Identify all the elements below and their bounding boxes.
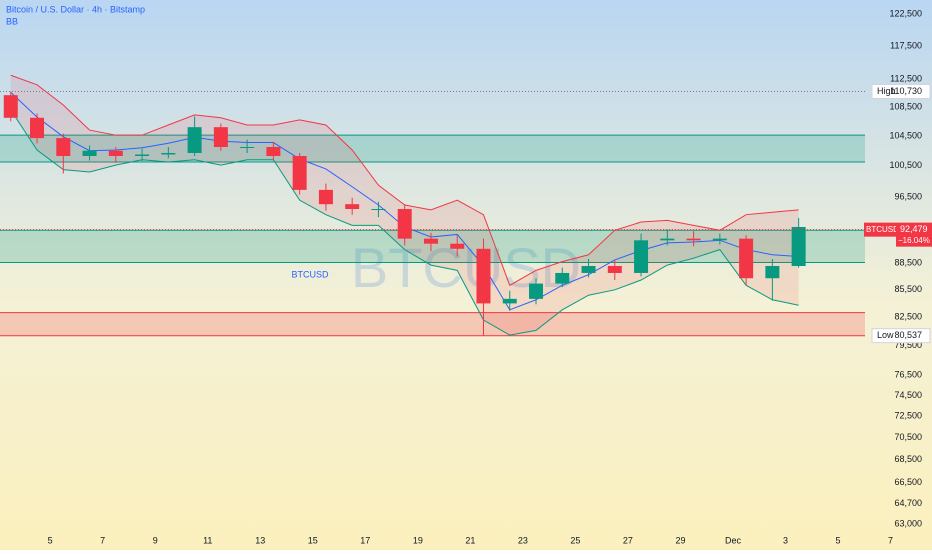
candle-body (108, 150, 123, 156)
y-tick-label: 64,700 (894, 498, 922, 508)
candle-body (161, 152, 176, 155)
zone (0, 312, 865, 336)
candle-body (30, 117, 45, 139)
candle-body (266, 147, 281, 156)
chart-title: Bitcoin / U.S. Dollar · 4h · Bitstamp (6, 4, 145, 14)
last-tag-label: BTCUSD (866, 225, 899, 234)
y-tick-label: 70,500 (894, 432, 922, 442)
chart-label: BTCUSD (291, 269, 329, 279)
x-tick-label: 25 (570, 535, 580, 545)
y-tick-label: 76,500 (894, 370, 922, 380)
x-tick-label: 15 (308, 535, 318, 545)
y-tick-label: 104,500 (889, 130, 922, 140)
candle-body (213, 127, 228, 148)
candle-body (660, 238, 675, 241)
zone (0, 135, 865, 163)
plot: 122,500 117,500 112,500 108,500 104,500 100,5… (0, 8, 932, 545)
x-tick-label: 17 (360, 535, 370, 545)
level-tag-label: Low (877, 330, 894, 340)
candle-body (135, 154, 150, 156)
candle-body (240, 147, 255, 149)
last-price: 92,479 (900, 224, 928, 234)
candle-body (634, 240, 649, 273)
x-tick-label: 29 (675, 535, 685, 545)
candle-body (318, 189, 333, 205)
x-tick-label: 13 (255, 535, 265, 545)
last-change: −16.04% (898, 236, 930, 245)
x-tick-label: 9 (153, 535, 158, 545)
y-tick-label: 88,500 (894, 258, 922, 268)
candle-body (791, 226, 806, 266)
candle-body (82, 150, 97, 156)
level-tag-value: 110,730 (890, 86, 922, 96)
candle-body (581, 265, 596, 273)
candle-body (450, 243, 465, 249)
candle-body (502, 298, 517, 304)
candle-body (292, 155, 307, 190)
last-tag-box (864, 222, 896, 237)
candle-body (423, 238, 438, 244)
candle-body (555, 272, 570, 284)
zone (0, 230, 865, 263)
x-tick-label: 11 (203, 535, 212, 545)
candle-body (686, 238, 701, 241)
y-tick-label: 72,500 (894, 411, 922, 421)
y-tick-label: 82,500 (894, 312, 922, 322)
candle-body (3, 95, 18, 118)
candle-body (765, 265, 780, 279)
x-tick-label: Dec (725, 535, 742, 545)
x-tick-label: 7 (100, 535, 105, 545)
x-tick-label: 5 (48, 535, 53, 545)
candle-body (56, 138, 71, 156)
y-tick-label: 122,500 (889, 8, 922, 18)
y-tick-label: 68,500 (894, 454, 922, 464)
x-tick-label: 21 (465, 535, 475, 545)
y-tick-label: 85,500 (894, 284, 922, 294)
last-price-box (896, 222, 932, 247)
y-tick-label: 63,000 (894, 518, 922, 528)
x-tick-label: 19 (413, 535, 423, 545)
y-tick-label: 108,500 (889, 101, 922, 111)
candle-body (739, 238, 754, 279)
level-tag-box (871, 328, 931, 344)
y-tick-label: 112,500 (890, 74, 922, 84)
y-tick-label: 66,500 (894, 477, 922, 487)
candle-body (371, 209, 386, 211)
level-tag-value: 80,537 (894, 330, 922, 340)
x-tick-label: 27 (623, 535, 633, 545)
y-tick-label: 96,500 (894, 191, 922, 201)
candle-body (476, 248, 491, 304)
candle-body (529, 283, 544, 299)
x-tick-label: 23 (518, 535, 528, 545)
x-tick-label: 3 (783, 535, 788, 545)
indicator-label: BB (6, 16, 18, 26)
x-tick-label: 5 (836, 535, 841, 545)
candle-body (345, 204, 360, 210)
level-tag-box (871, 83, 931, 99)
y-tick-label: 79,500 (894, 340, 922, 350)
candle-body (187, 127, 202, 153)
y-tick-label: 100,500 (889, 160, 922, 170)
candle-body (712, 238, 727, 241)
candle-body (607, 265, 622, 273)
candle-body (397, 209, 412, 239)
y-tick-label: 117,500 (890, 40, 922, 50)
x-tick-label: 7 (888, 535, 893, 545)
y-tick-label: 74,500 (894, 390, 922, 400)
level-tag-label: High (877, 86, 896, 96)
